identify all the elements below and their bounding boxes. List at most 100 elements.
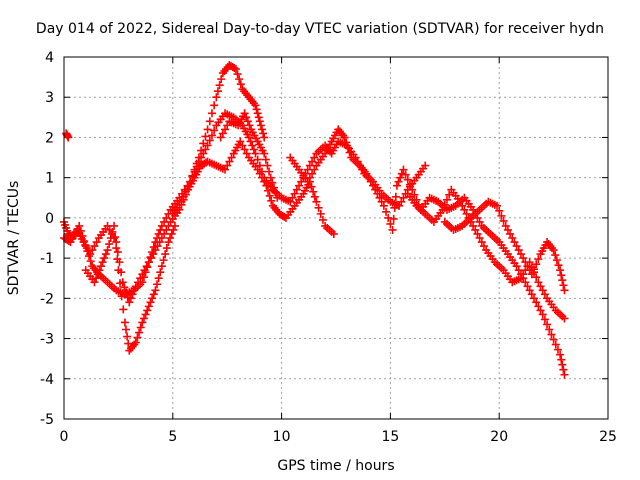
data-point bbox=[86, 250, 95, 259]
data-point bbox=[203, 141, 212, 150]
series-trace-d bbox=[81, 221, 179, 355]
data-point bbox=[258, 173, 267, 182]
data-point bbox=[530, 265, 539, 274]
data-point bbox=[101, 250, 110, 259]
y-tick-label: 2 bbox=[45, 130, 54, 146]
data-point bbox=[405, 180, 414, 189]
data-point bbox=[116, 279, 125, 288]
data-point bbox=[98, 258, 107, 267]
data-point bbox=[103, 246, 112, 255]
data-point bbox=[399, 193, 408, 202]
data-point bbox=[329, 229, 338, 238]
series-trace-g bbox=[286, 125, 569, 379]
data-point bbox=[210, 126, 219, 135]
data-point bbox=[260, 149, 269, 158]
x-tick-label: 25 bbox=[599, 429, 617, 445]
data-point bbox=[130, 286, 139, 295]
data-point bbox=[90, 278, 99, 287]
data-point bbox=[64, 133, 73, 142]
data-point bbox=[215, 81, 224, 90]
data-point bbox=[240, 109, 249, 118]
data-point bbox=[371, 185, 380, 194]
data-point bbox=[119, 305, 128, 314]
data-point bbox=[521, 258, 530, 267]
data-point bbox=[516, 274, 525, 283]
plot-frame bbox=[63, 56, 609, 420]
data-point bbox=[392, 181, 401, 190]
tick-labels: 0 5 10 15 20 25 -5 -4 -3 -2 -1 0 1 2 3 4 bbox=[40, 50, 617, 445]
data-point bbox=[558, 360, 567, 369]
data-point bbox=[462, 209, 471, 218]
data-point bbox=[343, 143, 352, 152]
data-point bbox=[246, 137, 255, 146]
data-point bbox=[249, 145, 258, 154]
data-point bbox=[253, 109, 262, 118]
data-point bbox=[312, 197, 321, 206]
data-point bbox=[141, 310, 150, 319]
data-point bbox=[95, 266, 104, 275]
data-point bbox=[471, 225, 480, 234]
data-point bbox=[140, 266, 149, 275]
data-point bbox=[154, 274, 163, 283]
data-point bbox=[236, 137, 245, 146]
data-point bbox=[248, 141, 257, 150]
data-point bbox=[401, 170, 410, 179]
data-point bbox=[199, 139, 208, 148]
y-tick-label: 1 bbox=[45, 171, 54, 187]
data-point bbox=[218, 129, 227, 138]
data-point bbox=[157, 262, 166, 271]
data-point bbox=[532, 273, 541, 282]
data-point bbox=[551, 251, 560, 260]
data-point bbox=[397, 197, 406, 206]
data-point bbox=[125, 298, 134, 307]
data-point bbox=[144, 258, 153, 267]
data-point bbox=[256, 121, 265, 130]
data-point bbox=[149, 250, 158, 259]
data-point bbox=[113, 255, 122, 264]
data-point bbox=[157, 234, 166, 242]
data-point bbox=[310, 153, 319, 162]
data-point bbox=[162, 213, 171, 222]
data-point bbox=[136, 274, 145, 283]
data-point bbox=[549, 246, 558, 255]
data-point bbox=[156, 268, 165, 277]
data-point bbox=[184, 182, 193, 191]
data-point bbox=[113, 248, 122, 257]
data-point bbox=[236, 80, 245, 89]
data-point bbox=[265, 167, 274, 176]
data-point bbox=[133, 333, 142, 342]
data-point bbox=[205, 136, 214, 145]
data-point bbox=[556, 266, 565, 275]
data-point bbox=[499, 216, 508, 225]
data-point bbox=[384, 213, 393, 222]
data-point bbox=[259, 129, 268, 138]
data-point bbox=[310, 192, 319, 201]
data-point bbox=[131, 338, 140, 347]
data-point bbox=[532, 260, 541, 269]
data-point bbox=[269, 183, 278, 192]
data-point bbox=[512, 242, 521, 251]
data-point bbox=[177, 197, 186, 206]
data-point bbox=[309, 187, 318, 196]
data-point bbox=[552, 256, 561, 265]
data-point bbox=[164, 238, 173, 247]
data-point bbox=[197, 146, 206, 155]
data-point bbox=[114, 266, 123, 275]
data-point bbox=[477, 238, 486, 247]
data-point bbox=[560, 286, 569, 295]
data-point bbox=[126, 294, 135, 303]
data-point bbox=[160, 229, 169, 238]
data-point bbox=[273, 193, 282, 202]
data-point bbox=[253, 155, 262, 164]
series-trace-h bbox=[403, 185, 569, 323]
data-point bbox=[560, 314, 569, 323]
data-point bbox=[223, 161, 232, 170]
data-point bbox=[540, 290, 549, 299]
x-tick-label: 20 bbox=[490, 429, 508, 445]
data-point bbox=[253, 165, 262, 174]
data-point bbox=[557, 271, 566, 280]
data-point bbox=[117, 292, 126, 301]
data-point bbox=[100, 254, 109, 263]
data-point bbox=[205, 117, 214, 126]
data-point bbox=[516, 250, 525, 259]
